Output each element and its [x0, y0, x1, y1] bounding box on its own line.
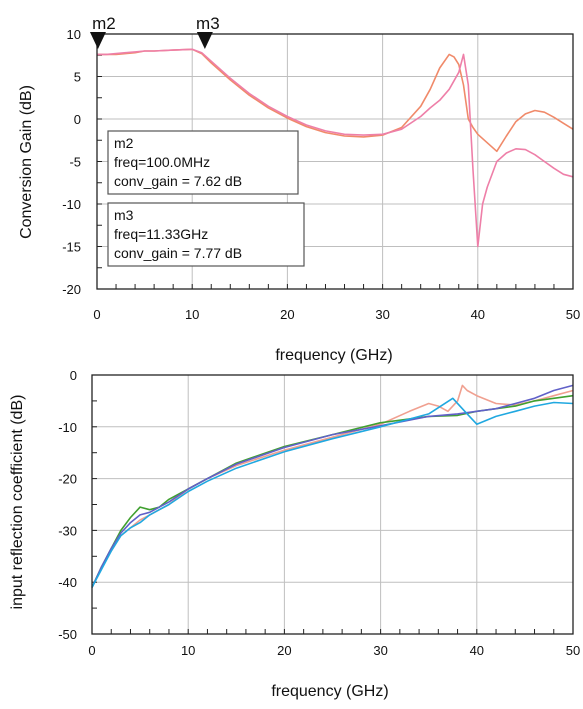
marker-triangle-m2 [89, 32, 106, 49]
chart1-series-line-2 [97, 48, 574, 248]
chart2-x-tick-label: 10 [181, 643, 195, 658]
marker-label-m3: m3 [196, 14, 220, 33]
chart2-y-tick-label: 0 [70, 368, 77, 383]
marker-box-m3: m3 freq=11.33GHz conv_gain = 7.77 dB [107, 202, 305, 267]
chart1-x-tick-label: 10 [185, 307, 199, 322]
marker-box-m2-line1: m2 [114, 135, 134, 151]
chart2-x-tick-label: 20 [277, 643, 291, 658]
marker-box-m2: m2 freq=100.0MHz conv_gain = 7.62 dB [107, 130, 299, 195]
marker-box-m3-line3: conv_gain = 7.77 dB [114, 245, 242, 261]
chart1-y-tick-label: -10 [62, 197, 81, 212]
chart2-x-axis-label: frequency (GHz) [271, 683, 388, 700]
chart1-x-tick-label: 50 [566, 307, 580, 322]
chart2-y-axis-label: input reflection coefficient (dB) [9, 395, 26, 610]
chart1-y-tick-label: 10 [67, 27, 81, 42]
chart1-y-axis-label: Conversion Gain (dB) [18, 85, 35, 239]
marker-triangle-m3 [196, 32, 213, 49]
chart1-x-tick-label: 0 [93, 307, 100, 322]
chart1-y-tick-label: 5 [74, 70, 81, 85]
chart2-y-tick-label: -40 [58, 575, 77, 590]
marker-label-m2: m2 [92, 14, 116, 33]
chart2-series-line-4 [91, 397, 574, 588]
chart2-x-tick-label: 40 [470, 643, 484, 658]
chart2-y-tick-label: -10 [58, 420, 77, 435]
chart1-y-tick-label: 0 [74, 112, 81, 127]
chart2-y-tick-label: -20 [58, 472, 77, 487]
marker-box-m3-line2: freq=11.33GHz [114, 226, 208, 242]
chart1-x-tick-label: 30 [375, 307, 389, 322]
marker-box-m3-line1: m3 [114, 207, 134, 223]
chart1-plot-frame [96, 33, 574, 290]
chart2-series-line-2 [91, 394, 574, 588]
chart2-plot: 0 10 20 30 40 50 0 -10 -20 -30 -40 -50 [58, 368, 580, 658]
marker-box-m2-frame [107, 130, 299, 195]
chart2-x-tick-label: 0 [88, 643, 95, 658]
chart1-x-axis-label: frequency (GHz) [275, 347, 392, 364]
chart2-x-tick-label: 50 [566, 643, 580, 658]
chart1-y-tick-label: -20 [62, 282, 81, 297]
chart2-series-line-3 [91, 384, 574, 588]
chart2-plot-frame [91, 374, 574, 635]
chart2-x-tick-label: 30 [373, 643, 387, 658]
chart2-y-tick-label: -50 [58, 627, 77, 642]
chart1-x-tick-label: 40 [471, 307, 485, 322]
chart2-y-tick-label: -30 [58, 523, 77, 538]
chart1-y-tick-label: -15 [62, 240, 81, 255]
chart1-x-tick-label: 20 [280, 307, 294, 322]
marker-box-m2-line3: conv_gain = 7.62 dB [114, 173, 242, 189]
marker-box-m2-line2: freq=100.0MHz [114, 154, 210, 170]
marker-box-m3-frame [107, 202, 305, 267]
chart1-y-tick-label: -5 [69, 155, 81, 170]
